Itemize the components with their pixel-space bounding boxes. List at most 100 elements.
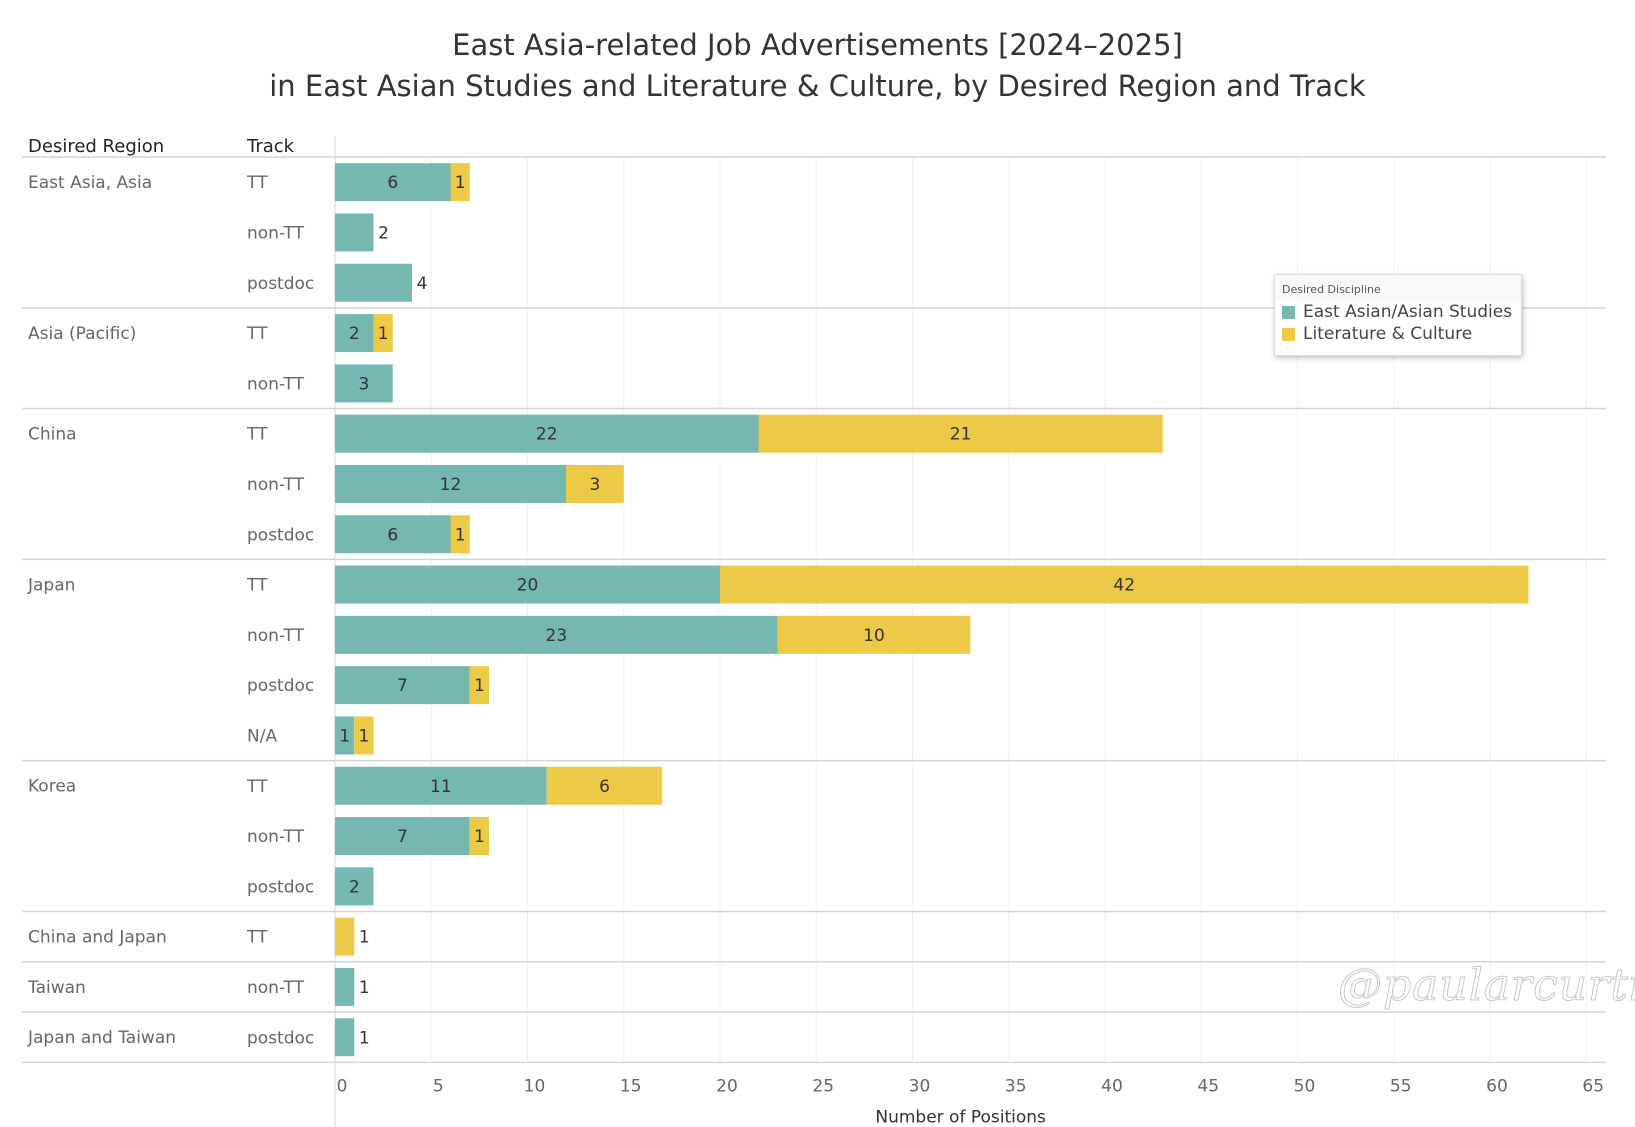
track-label: non-TT — [247, 827, 305, 847]
data-label: 1 — [455, 173, 466, 193]
bar-segment — [335, 414, 759, 453]
x-tick-label: 20 — [716, 1076, 738, 1096]
bar-segment — [335, 615, 778, 654]
region-label: Korea — [28, 777, 76, 797]
data-label: 20 — [517, 576, 539, 596]
x-tick-label: 40 — [1101, 1076, 1123, 1096]
data-label: 6 — [387, 173, 398, 193]
data-label: 7 — [397, 676, 408, 696]
data-label: 1 — [359, 1028, 370, 1048]
track-label: non-TT — [247, 475, 305, 495]
header-desired-region: Desired Region — [28, 136, 164, 157]
data-label: 1 — [474, 676, 485, 696]
track-label: TT — [246, 425, 268, 445]
region-label: Asia (Pacific) — [28, 324, 136, 344]
track-label: postdoc — [247, 274, 314, 294]
bar-segment — [450, 515, 470, 554]
bar-segment — [758, 414, 1163, 453]
bar-segment — [335, 867, 374, 906]
legend[interactable]: Desired Discipline East Asian/Asian Stud… — [1274, 274, 1522, 356]
bar-segment — [335, 263, 412, 302]
region-label: Japan — [27, 575, 75, 595]
data-label: 1 — [339, 726, 350, 746]
legend-label: East Asian/Asian Studies — [1303, 302, 1513, 322]
legend-swatch-icon — [1282, 327, 1295, 341]
legend-label: Literature & Culture — [1303, 324, 1473, 344]
data-label: 1 — [359, 978, 370, 998]
data-label: 22 — [536, 425, 558, 445]
bar-segment — [335, 716, 355, 755]
data-label: 42 — [1113, 576, 1135, 596]
x-tick-label: 25 — [812, 1076, 834, 1096]
legend-swatch-icon — [1282, 305, 1295, 319]
x-tick-label: 55 — [1390, 1076, 1412, 1096]
data-label: 4 — [417, 274, 428, 294]
x-tick-label: 65 — [1582, 1076, 1604, 1096]
data-label: 3 — [358, 374, 369, 394]
x-tick-label: 50 — [1294, 1076, 1316, 1096]
data-label: 1 — [474, 827, 485, 847]
data-label: 2 — [349, 877, 360, 897]
x-tick-label: 45 — [1197, 1076, 1219, 1096]
data-label: 2 — [349, 324, 360, 344]
bar-segment — [335, 163, 451, 202]
bar-segment — [335, 967, 355, 1006]
x-tick-label: 60 — [1486, 1076, 1508, 1096]
x-tick-label: 30 — [909, 1076, 931, 1096]
data-label: 6 — [387, 525, 398, 545]
bar-segment — [335, 917, 355, 956]
track-label: non-TT — [247, 223, 305, 243]
bar-segment — [546, 766, 663, 805]
bar-segment — [335, 364, 393, 403]
track-label: postdoc — [247, 877, 314, 897]
legend-title: Desired Discipline — [1275, 275, 1521, 301]
bar-segment — [450, 163, 470, 202]
chart-subtitle: in East Asian Studies and Literature & C… — [269, 69, 1366, 103]
x-tick-label: 5 — [433, 1076, 444, 1096]
data-label: 21 — [950, 425, 972, 445]
data-label: 12 — [440, 475, 462, 495]
chart-title: East Asia-related Job Advertisements [20… — [452, 28, 1183, 62]
data-label: 11 — [430, 777, 452, 797]
bar-segment — [777, 615, 971, 654]
track-label: postdoc — [247, 1028, 314, 1048]
x-tick-label: 0 — [337, 1076, 348, 1096]
x-tick-label: 35 — [1005, 1076, 1027, 1096]
bar-segment — [566, 464, 624, 503]
region-label: Japan and Taiwan — [27, 1028, 176, 1048]
data-label: 1 — [358, 726, 369, 746]
region-label: Taiwan — [27, 978, 86, 998]
track-label: non-TT — [247, 374, 305, 394]
bar-segment — [335, 464, 566, 503]
x-axis-title: Number of Positions — [875, 1107, 1046, 1127]
track-label: TT — [246, 324, 268, 344]
data-label: 7 — [397, 827, 408, 847]
bar-segment — [335, 817, 470, 856]
legend-item-east-asian-studies[interactable]: East Asian/Asian Studies — [1275, 301, 1521, 323]
track-label: TT — [246, 173, 268, 193]
x-tick-label: 15 — [620, 1076, 642, 1096]
data-label: 23 — [546, 626, 568, 646]
bar-segment — [335, 314, 374, 353]
bar-segment — [469, 817, 489, 856]
x-tick-label: 10 — [524, 1076, 546, 1096]
bar-segment — [720, 565, 1529, 604]
bar-segment — [335, 1018, 355, 1057]
watermark: @paularcurtis — [1337, 960, 1635, 1012]
data-label: 1 — [378, 324, 389, 344]
legend-item-literature-culture[interactable]: Literature & Culture — [1275, 323, 1521, 345]
bar-segment — [373, 314, 393, 353]
region-label: China — [28, 425, 77, 445]
region-label: East Asia, Asia — [28, 173, 152, 193]
track-label: postdoc — [247, 676, 314, 696]
bar-segment — [335, 766, 547, 805]
data-label: 10 — [863, 626, 885, 646]
track-label: TT — [246, 928, 268, 948]
track-label: N/A — [247, 726, 277, 746]
track-label: TT — [246, 576, 268, 596]
track-label: non-TT — [247, 626, 305, 646]
track-label: non-TT — [247, 978, 305, 998]
track-label: TT — [246, 777, 268, 797]
bar-segment — [354, 716, 374, 755]
